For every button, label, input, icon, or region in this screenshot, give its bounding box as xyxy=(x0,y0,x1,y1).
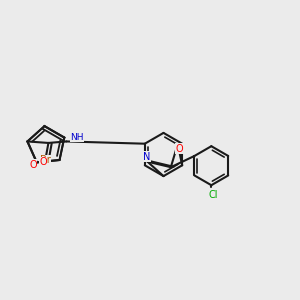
Text: O: O xyxy=(29,160,37,170)
Text: O: O xyxy=(176,144,183,154)
Text: Br: Br xyxy=(40,155,50,165)
Text: NH: NH xyxy=(70,133,84,142)
Text: O: O xyxy=(39,158,47,167)
Text: Cl: Cl xyxy=(208,190,218,200)
Text: N: N xyxy=(143,152,150,162)
